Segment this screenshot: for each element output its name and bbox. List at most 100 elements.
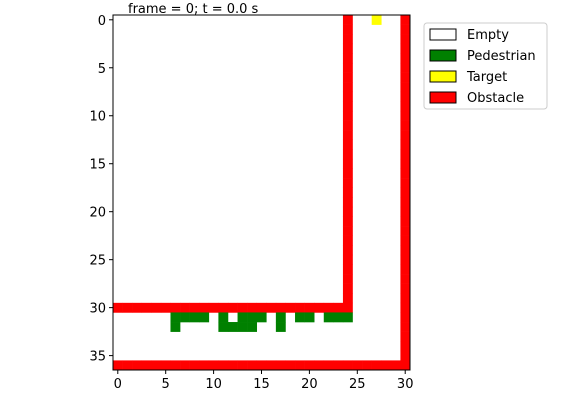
x-tick-label: 30 — [397, 377, 414, 392]
obstacle-cell — [189, 360, 200, 371]
obstacle-cell — [342, 274, 353, 284]
obstacle-cell — [342, 254, 353, 265]
pedestrian-cell — [295, 312, 305, 323]
obstacle-cell — [400, 139, 411, 150]
obstacle-cell — [342, 264, 353, 275]
cell-layer — [113, 15, 411, 371]
obstacle-cell — [342, 72, 353, 83]
obstacle-cell — [400, 274, 411, 284]
x-tick-label: 20 — [301, 377, 318, 392]
obstacle-cell — [400, 312, 411, 323]
obstacle-cell — [400, 254, 411, 265]
x-tick-label: 10 — [205, 377, 222, 392]
x-tick-label: 15 — [253, 377, 270, 392]
obstacle-cell — [342, 158, 353, 169]
obstacle-cell — [189, 302, 200, 313]
obstacle-cell — [400, 245, 411, 256]
pedestrian-cell — [304, 312, 315, 323]
obstacle-cell — [227, 302, 238, 313]
obstacle-cell — [342, 178, 353, 188]
obstacle-cell — [314, 302, 325, 313]
obstacle-cell — [400, 130, 411, 141]
pedestrian-cell — [218, 312, 229, 323]
obstacle-cell — [342, 283, 353, 294]
obstacle-cell — [208, 360, 219, 371]
obstacle-cell — [400, 62, 411, 73]
obstacle-cell — [400, 110, 411, 121]
obstacle-cell — [275, 360, 286, 371]
obstacle-cell — [180, 302, 190, 313]
obstacle-cell — [285, 302, 296, 313]
pedestrian-cell — [227, 322, 238, 332]
pedestrian-cell — [247, 322, 258, 332]
y-tick-label: 30 — [89, 302, 106, 317]
obstacle-cell — [342, 360, 353, 371]
obstacle-cell — [342, 293, 353, 304]
obstacle-cell — [237, 360, 248, 371]
obstacle-cell — [400, 82, 411, 93]
obstacle-cell — [400, 178, 411, 188]
obstacle-cell — [323, 302, 334, 313]
legend-swatch-empty — [429, 28, 457, 41]
obstacle-cell — [285, 360, 296, 371]
obstacle-cell — [333, 360, 344, 371]
obstacle-cell — [400, 24, 411, 35]
obstacle-cell — [151, 302, 162, 313]
legend-label-empty: Empty — [467, 28, 509, 43]
obstacle-cell — [132, 302, 143, 313]
pedestrian-cell — [170, 312, 181, 323]
y-tick-label: 0 — [98, 14, 106, 29]
y-tick-label: 15 — [89, 158, 106, 173]
obstacle-cell — [218, 360, 229, 371]
obstacle-cell — [199, 360, 210, 371]
obstacle-cell — [266, 360, 277, 371]
obstacle-cell — [390, 360, 401, 371]
obstacle-cell — [208, 302, 219, 313]
obstacle-cell — [342, 15, 353, 25]
obstacle-cell — [295, 360, 305, 371]
obstacle-cell — [342, 216, 353, 227]
obstacle-cell — [342, 168, 353, 179]
legend-label-pedestrian: Pedestrian — [467, 49, 536, 64]
target-cell — [371, 15, 382, 25]
obstacle-cell — [132, 360, 143, 371]
x-tick-label: 0 — [114, 377, 122, 392]
obstacle-cell — [122, 302, 133, 313]
obstacle-cell — [400, 283, 411, 294]
obstacle-cell — [122, 360, 133, 371]
obstacle-cell — [180, 360, 190, 371]
obstacle-cell — [342, 206, 353, 217]
obstacle-cell — [342, 53, 353, 64]
obstacle-cell — [141, 360, 152, 371]
pedestrian-cell — [247, 312, 258, 323]
obstacle-cell — [400, 43, 411, 54]
obstacle-cell — [400, 72, 411, 83]
pedestrian-cell — [170, 322, 181, 332]
obstacle-cell — [342, 24, 353, 35]
x-axis: 0 5 10 15 20 25 30 — [114, 370, 414, 392]
pedestrian-cell — [333, 312, 344, 323]
obstacle-cell — [333, 302, 344, 313]
obstacle-cell — [400, 149, 411, 160]
obstacle-cell — [371, 360, 382, 371]
obstacle-cell — [342, 43, 353, 54]
obstacle-cell — [342, 235, 353, 246]
obstacle-cell — [342, 149, 353, 160]
obstacle-cell — [400, 158, 411, 169]
obstacle-cell — [342, 130, 353, 141]
obstacle-cell — [400, 341, 411, 352]
obstacle-cell — [400, 91, 411, 102]
obstacle-cell — [227, 360, 238, 371]
obstacle-cell — [342, 110, 353, 121]
pedestrian-cell — [275, 322, 286, 332]
obstacle-cell — [400, 101, 411, 112]
obstacle-cell — [247, 360, 258, 371]
pedestrian-cell — [199, 312, 210, 323]
obstacle-cell — [295, 302, 305, 313]
x-tick-label: 5 — [162, 377, 170, 392]
pedestrian-cell — [342, 312, 353, 323]
obstacle-cell — [342, 120, 353, 131]
obstacle-cell — [247, 302, 258, 313]
obstacle-cell — [400, 360, 411, 371]
obstacle-cell — [400, 206, 411, 217]
